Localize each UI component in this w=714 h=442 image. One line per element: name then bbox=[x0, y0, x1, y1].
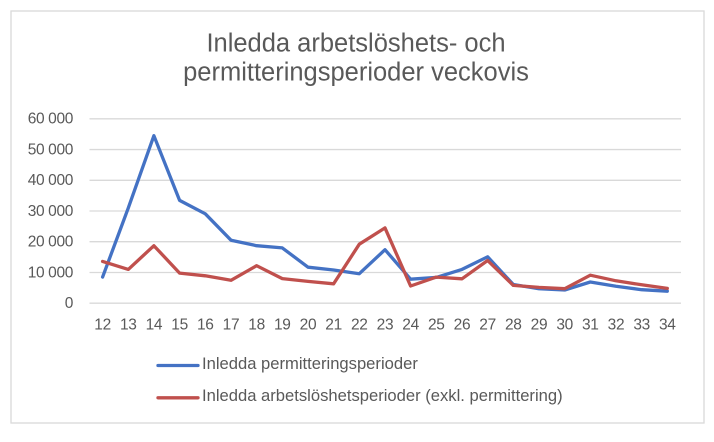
svg-text:33: 33 bbox=[633, 317, 650, 334]
svg-text:12: 12 bbox=[94, 317, 111, 334]
svg-text:31: 31 bbox=[582, 317, 599, 334]
svg-text:19: 19 bbox=[274, 317, 291, 334]
svg-text:22: 22 bbox=[351, 317, 368, 334]
svg-text:32: 32 bbox=[608, 317, 625, 334]
svg-text:permitteringsperioder veckovis: permitteringsperioder veckovis bbox=[183, 59, 529, 87]
svg-text:20: 20 bbox=[300, 317, 317, 334]
svg-text:29: 29 bbox=[531, 317, 548, 334]
svg-text:30 000: 30 000 bbox=[28, 203, 74, 220]
svg-text:0: 0 bbox=[65, 295, 74, 312]
svg-text:30: 30 bbox=[556, 317, 573, 334]
svg-text:16: 16 bbox=[197, 317, 214, 334]
svg-text:15: 15 bbox=[171, 317, 188, 334]
svg-text:Inledda arbetslöshets- och: Inledda arbetslöshets- och bbox=[206, 30, 505, 58]
svg-text:34: 34 bbox=[659, 317, 676, 334]
svg-text:60 000: 60 000 bbox=[28, 111, 74, 128]
svg-text:50 000: 50 000 bbox=[28, 141, 74, 158]
svg-text:26: 26 bbox=[454, 317, 471, 334]
svg-text:40 000: 40 000 bbox=[28, 172, 74, 189]
svg-text:20 000: 20 000 bbox=[28, 234, 74, 251]
svg-text:14: 14 bbox=[146, 317, 163, 334]
svg-text:Inledda permitteringsperioder: Inledda permitteringsperioder bbox=[202, 354, 418, 373]
svg-text:27: 27 bbox=[479, 317, 496, 334]
svg-text:18: 18 bbox=[248, 317, 265, 334]
svg-text:25: 25 bbox=[428, 317, 445, 334]
svg-text:13: 13 bbox=[120, 317, 137, 334]
svg-text:28: 28 bbox=[505, 317, 522, 334]
svg-text:Inledda arbetslöshetsperioder: Inledda arbetslöshetsperioder (exkl. per… bbox=[202, 386, 563, 405]
svg-text:21: 21 bbox=[325, 317, 342, 334]
svg-text:10 000: 10 000 bbox=[28, 264, 74, 281]
svg-text:24: 24 bbox=[402, 317, 419, 334]
svg-text:23: 23 bbox=[377, 317, 394, 334]
svg-text:17: 17 bbox=[223, 317, 240, 334]
